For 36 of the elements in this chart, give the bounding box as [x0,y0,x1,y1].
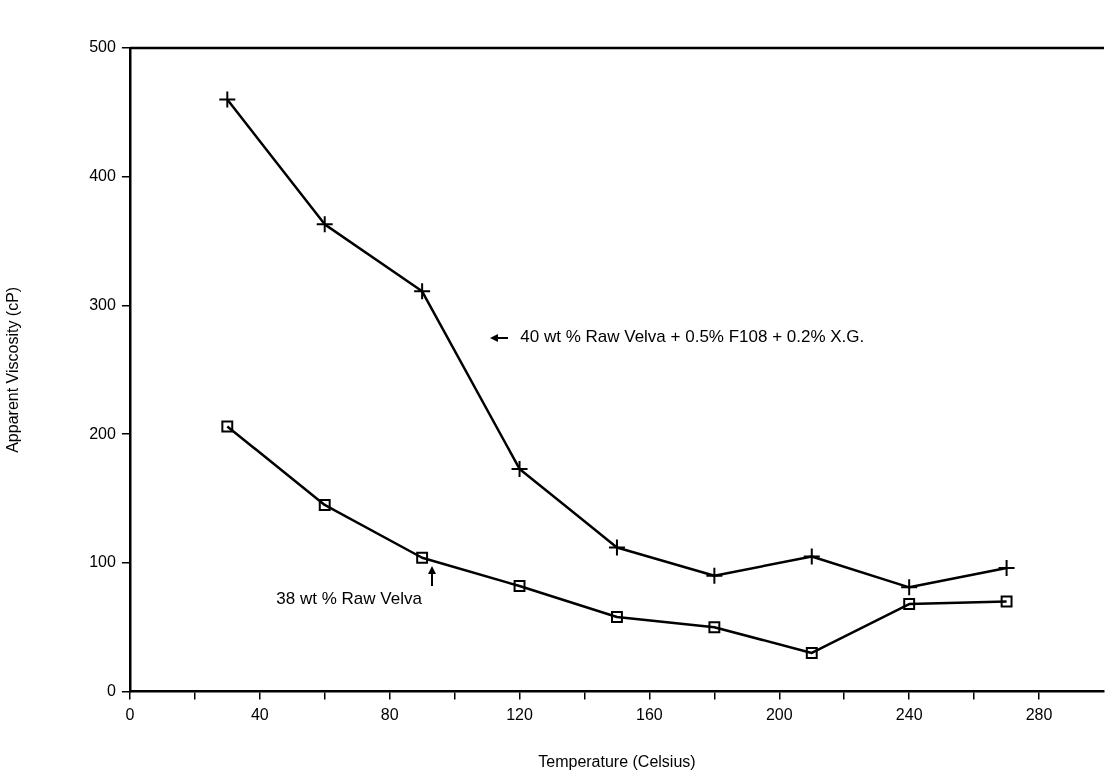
y-tick-label: 200 [89,424,116,442]
y-tick-label: 400 [89,167,116,185]
annotation: 40 wt % Raw Velva + 0.5% F108 + 0.2% X.G. [520,327,865,347]
point [510,459,529,478]
point [607,538,626,557]
point [318,499,331,511]
x-tick-label: 280 [1025,705,1053,723]
point [708,621,721,634]
point [802,547,821,566]
point [705,566,724,585]
y-tick-label: 500 [89,38,116,56]
y-tick-label: 0 [106,682,116,700]
point [805,647,818,659]
point [1000,595,1013,608]
x-tick-label: 240 [895,705,923,723]
point [413,282,432,301]
x-tick-label: 80 [380,705,399,723]
point [900,578,919,597]
x-axis-title: Temperature (Celsius) [538,752,696,770]
x-tick-label: 200 [765,705,793,723]
point [997,559,1016,578]
y-tick-label: 100 [89,553,116,571]
annotation: 38 wt % Raw Velva [276,589,423,609]
y-tick-label: 300 [89,295,116,313]
point [416,551,429,564]
x-tick-label: 0 [125,705,135,723]
point [218,90,237,109]
y-axis-title: Apparent Viscosity (cP) [4,286,22,453]
point [611,610,623,623]
point [513,580,526,592]
x-tick-label: 120 [506,705,533,723]
x-tick-label: 40 [250,705,269,723]
x-tick-label: 160 [636,705,663,723]
point [221,420,234,433]
point [315,215,334,234]
point [903,598,916,611]
